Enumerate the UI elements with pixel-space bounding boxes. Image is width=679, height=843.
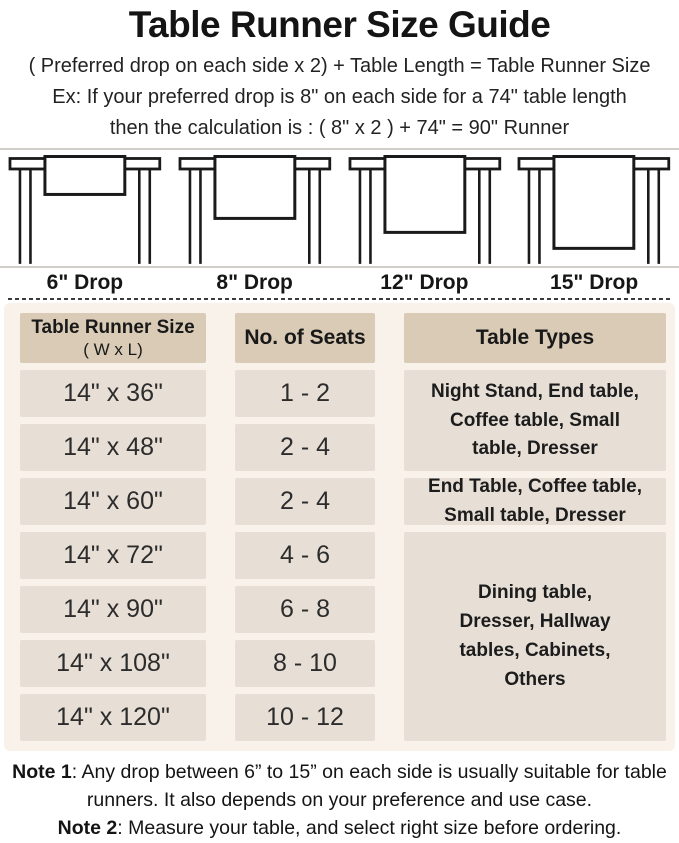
page-title: Table Runner Size Guide <box>128 4 551 45</box>
note-1: Note 1: Any drop between 6” to 15” on ea… <box>6 759 673 814</box>
seats-cell: 6 - 8 <box>235 586 375 634</box>
example-line-2: then the calculation is : ( 8" x 2 ) + 7… <box>109 117 570 140</box>
table-drop-illustration-12in <box>340 155 510 266</box>
table-drop-illustration-15in <box>509 155 679 266</box>
header-cell-seats: No. of Seats <box>235 313 375 364</box>
footnotes: Note 1: Any drop between 6” to 15” on ea… <box>0 759 679 842</box>
size-cell: 14" x 72" <box>20 532 206 580</box>
dashed-divider <box>8 298 671 301</box>
drop-illustration-strip <box>0 155 679 266</box>
table-types-cell-medium-tables: End Table, Coffee table, Small table, Dr… <box>404 476 666 526</box>
note-2-text: : Measure your table, and select right s… <box>117 816 622 839</box>
seats-cell: 2 - 4 <box>235 478 375 526</box>
seats-cell: 2 - 4 <box>235 424 375 472</box>
table-drop-illustration-8in <box>170 155 340 266</box>
drop-label-15in: 15" Drop <box>550 271 639 295</box>
seats-cell: 8 - 10 <box>235 640 375 688</box>
seats-cell: 10 - 12 <box>235 694 375 742</box>
note-2: Note 2: Measure your table, and select r… <box>6 815 673 843</box>
size-cell: 14" x 108" <box>20 640 206 688</box>
size-cell: 14" x 60" <box>20 478 206 526</box>
seats-cell: 1 - 2 <box>235 370 375 418</box>
example-line-1: Ex: If your preferred drop is 8" on each… <box>52 86 627 109</box>
drop-label-12in: 12" Drop <box>380 271 469 295</box>
size-cell: 14" x 48" <box>20 424 206 472</box>
seats-cell: 4 - 6 <box>235 532 375 580</box>
header-runner-size-label: Table Runner Size <box>31 317 195 339</box>
note-1-text: : Any drop between 6” to 15” on each sid… <box>71 761 667 812</box>
header-runner-size-sub: ( W x L) <box>83 340 143 360</box>
size-table: Table Runner Size ( W x L) No. of Seats … <box>4 303 675 752</box>
note-2-label: Note 2 <box>57 816 118 839</box>
table-types-cell-small-tables: Night Stand, End table, Coffee table, Sm… <box>404 370 666 472</box>
table-drop-illustration-6in <box>0 155 170 266</box>
size-cell: 14" x 90" <box>20 586 206 634</box>
table-types-cell-large-tables: Dining table, Dresser, Hallway tables, C… <box>404 532 666 742</box>
size-cell: 14" x 120" <box>20 694 206 742</box>
top-divider <box>0 148 679 151</box>
drop-label-6in: 6" Drop <box>46 271 124 295</box>
floor-divider <box>0 266 679 269</box>
formula-text: ( Preferred drop on each side x 2) + Tab… <box>28 55 651 78</box>
note-1-label: Note 1 <box>12 761 72 784</box>
header-cell-table-types: Table Types <box>404 313 666 364</box>
size-cell: 14" x 36" <box>20 370 206 418</box>
drop-label-8in: 8" Drop <box>216 271 293 295</box>
drop-labels-row: 6" Drop 8" Drop 12" Drop 15" Drop <box>0 269 679 296</box>
header-cell-runner-size: Table Runner Size ( W x L) <box>20 313 206 364</box>
